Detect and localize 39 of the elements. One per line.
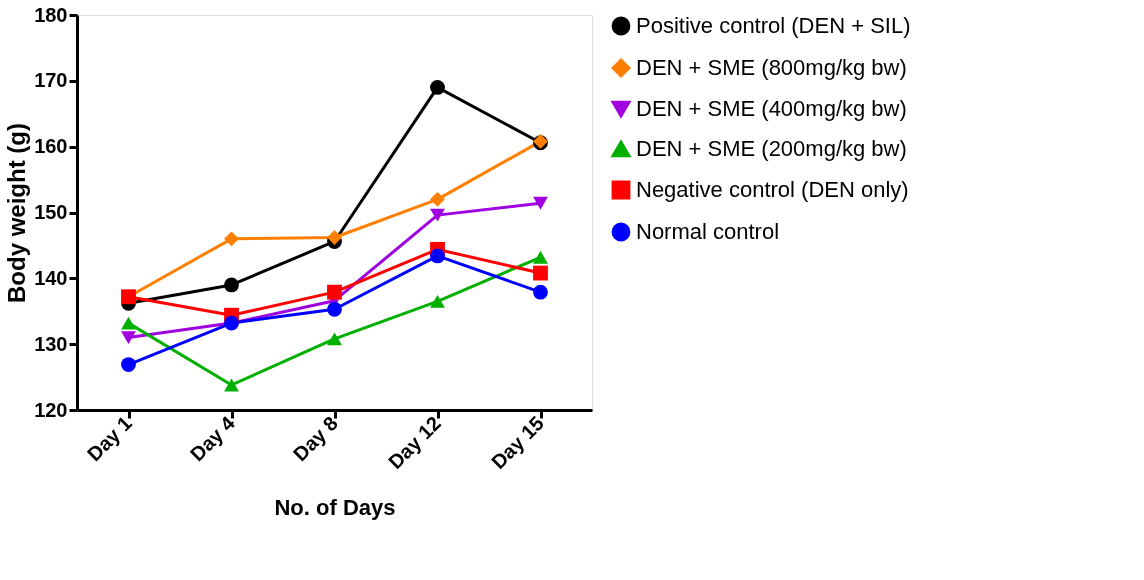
legend-label: DEN + SME (400mg/kg bw) <box>636 96 907 121</box>
point <box>430 80 445 95</box>
point <box>121 316 136 330</box>
point <box>121 357 136 372</box>
y-tick-label: 130 <box>34 332 68 355</box>
point <box>430 294 445 308</box>
point <box>533 196 548 210</box>
point <box>533 265 548 281</box>
legend-label: Positive control (DEN + SIL) <box>636 13 911 38</box>
legend-label: Negative control (DEN only) <box>636 177 909 202</box>
point <box>327 301 342 317</box>
point <box>224 277 239 293</box>
x-tick-label: Day 8 <box>288 412 343 466</box>
point <box>224 231 239 247</box>
x-tick-label: Day 4 <box>185 411 240 466</box>
y-tick-label: 180 <box>34 3 68 26</box>
point <box>533 284 548 300</box>
y-tick-label: 170 <box>34 69 68 92</box>
point <box>430 191 445 207</box>
legend-label: Normal control <box>636 219 780 244</box>
y-tick-label: 160 <box>34 135 68 158</box>
y-tick-label: 150 <box>34 201 68 223</box>
point <box>430 248 445 264</box>
point <box>224 378 239 392</box>
point <box>430 208 445 222</box>
x-tick-label: Day 12 <box>383 412 446 474</box>
y-tick-label: 140 <box>34 266 68 289</box>
point <box>327 230 342 245</box>
point <box>327 284 342 300</box>
legend-label: DEN + SME (200mg/kg bw) <box>636 136 907 161</box>
y-axis-title: Body weight (g) <box>3 123 31 303</box>
x-tick-label: Day 1 <box>82 412 137 466</box>
x-tick-label: Day 15 <box>486 412 549 474</box>
x-axis-title: No. of Days <box>274 495 396 521</box>
y-tick-label: 120 <box>34 398 68 421</box>
point <box>121 331 136 345</box>
point <box>327 332 342 346</box>
point <box>533 250 548 264</box>
legend-label: DEN + SME (800mg/kg bw) <box>636 55 907 80</box>
